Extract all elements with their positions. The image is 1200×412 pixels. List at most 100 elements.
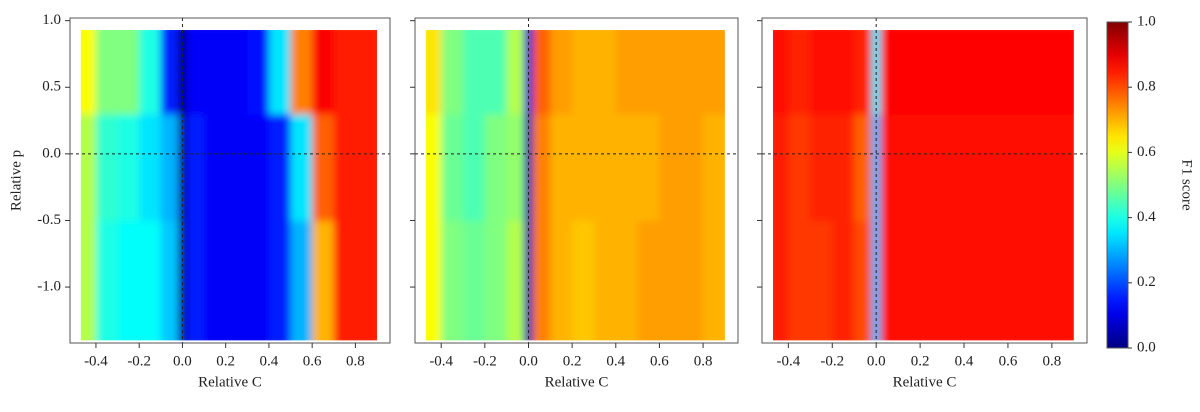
heatmap-cell [810,29,833,115]
heatmap-cell [186,220,205,341]
heatmap-cell [572,220,595,341]
y-tick-label: 0.0 [42,145,61,161]
x-axis-label: Relative C [198,374,262,390]
x-tick-label: 0.2 [216,353,235,369]
x-tick-label: 0.0 [867,353,886,369]
heatmap-cell [268,29,292,115]
plot-frame [414,17,739,344]
heatmap-cell [550,29,573,115]
heatmap-cell [615,113,639,221]
heatmap-cell [1051,29,1074,115]
heatmap-cell [810,113,833,221]
x-axis-label: Relative C [545,374,609,390]
x-tick-label: 0.4 [606,353,625,369]
heatmap-cell [854,29,873,115]
heatmap-cell [484,29,508,115]
heatmap-cell [333,220,356,341]
heatmap-cell [681,220,704,341]
heatmap-cell [593,29,617,115]
heatmap-cell [441,113,464,221]
x-tick-label: -0.4 [84,353,108,369]
heatmap-cell [1007,113,1031,221]
heatmap-cell [247,220,270,341]
heatmap-cell [659,220,682,341]
heatmap-cell [441,220,464,341]
heatmap-cell [920,220,943,341]
heatmap-cell [920,29,943,115]
heatmap-cell [160,220,179,341]
heatmap-cell [247,29,270,115]
heatmap-cell [225,29,248,115]
heatmap-cell [637,220,660,341]
heatmap-cell [772,113,789,221]
heatmap-cell [117,220,140,341]
x-tick-label: 0.6 [303,353,322,369]
heatmap-cell [772,220,789,341]
heatmap-cell [186,113,205,221]
heatmap [80,29,378,341]
heatmap-cell [333,113,356,221]
heatmap-cell [615,29,639,115]
heatmap-cell [854,220,873,341]
x-tick-label: 0.0 [519,353,538,369]
x-tick-label: -0.4 [429,353,453,369]
colorbar-tick-label: 0.4 [1137,209,1156,225]
heatmap-cell [898,220,921,341]
heatmap-cell [942,220,965,341]
x-axis-label: Relative C [893,374,957,390]
heatmap-cell [80,29,97,115]
x-tick-label: 0.0 [173,353,192,369]
heatmap-cell [95,29,119,115]
heatmap-cell [484,113,508,221]
heatmap-cell [117,29,140,115]
heatmap-cell [920,113,943,221]
heatmap-cell [615,220,639,341]
heatmap-cell [312,113,335,221]
heatmap-cell [1029,113,1053,221]
heatmap-cell [880,220,899,341]
heatmap-cell [637,29,660,115]
heatmap-cell [772,29,789,115]
heatmap-cells [425,29,725,341]
heatmap-cell [854,113,873,221]
heatmap-cell [871,113,882,221]
heatmap-cell [532,113,551,221]
colorbar-tick-label: 1.0 [1137,13,1156,29]
plot-frame [761,17,1088,344]
heatmap-cell [139,220,162,341]
colorbar-label: F1 score [1179,159,1195,211]
heatmap-cell [659,29,682,115]
heatmap-cell [524,220,534,341]
heatmap-cell [964,113,987,221]
heatmap-cell [312,29,335,115]
heatmap-cell [247,113,270,221]
heatmap-cell [593,113,617,221]
heatmap-cell [550,220,573,341]
heatmap-cell [788,113,811,221]
heatmap-cell [1051,113,1074,221]
x-tick-label: -0.4 [776,353,800,369]
heatmap-cell [425,29,442,115]
heatmap-cell [463,113,486,221]
heatmap-cell [788,29,811,115]
heatmap-cell [659,113,682,221]
heatmap-cell [204,113,227,221]
x-tick-label: 0.2 [563,353,582,369]
colorbar [1106,21,1129,349]
heatmap-cell [290,113,313,221]
x-tick-label: 0.8 [694,353,713,369]
x-tick-label: 0.2 [911,353,930,369]
heatmap-cell [186,29,205,115]
heatmap-cell [985,29,1009,115]
x-tick-label: 0.4 [260,353,279,369]
heatmap-cell [355,113,378,221]
y-tick-label: -1.0 [37,278,61,294]
heatmap [425,29,725,341]
heatmap-cell [204,29,227,115]
heatmap-cell [898,29,921,115]
heatmap [772,29,1074,341]
heatmap-cell [204,220,227,341]
heatmap-cell [463,220,486,341]
heatmap-cell [964,220,987,341]
heatmap-cell [942,113,965,221]
